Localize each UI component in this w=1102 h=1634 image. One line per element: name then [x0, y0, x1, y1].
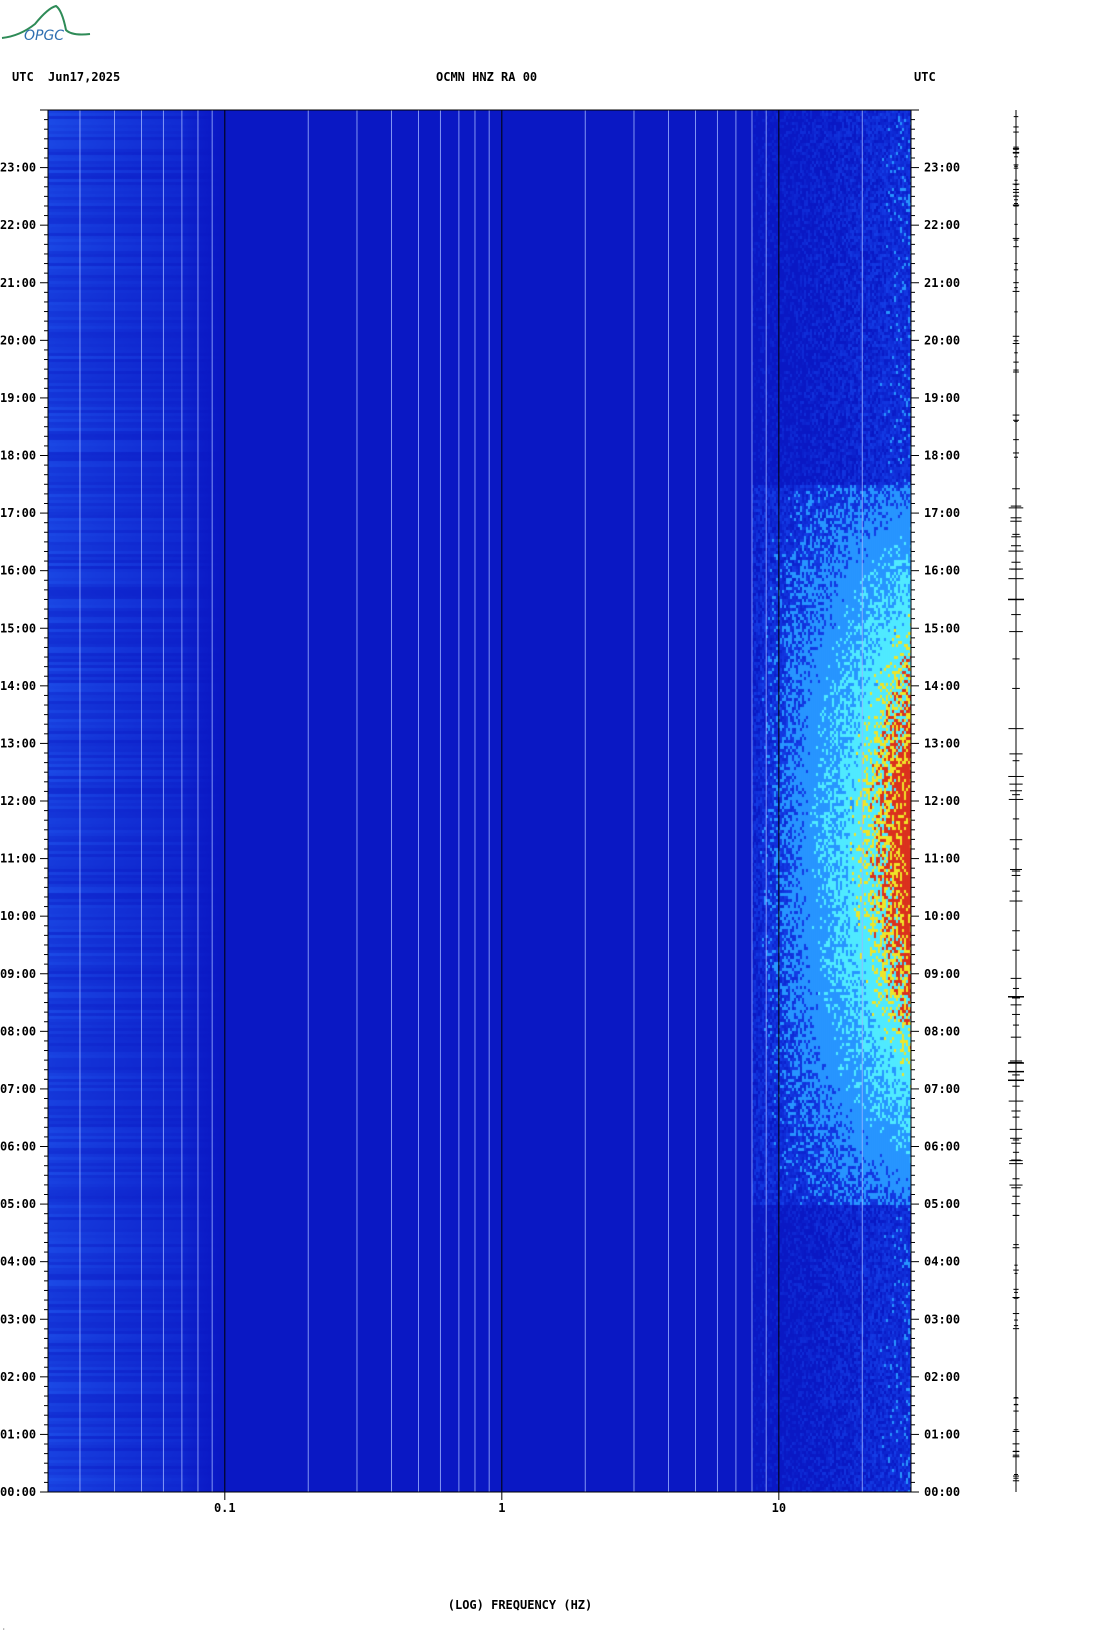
x-axis-title: (LOG) FREQUENCY (HZ)	[447, 1598, 593, 1612]
y-tick-label-right: 17:00	[924, 506, 960, 520]
y-tick-label-left: 16:00	[0, 564, 36, 578]
y-tick-label-right: 14:00	[924, 679, 960, 693]
y-tick-label-left: 14:00	[0, 679, 36, 693]
y-tick-label-left: 06:00	[0, 1140, 36, 1154]
y-tick-label-right: 08:00	[924, 1024, 960, 1038]
y-tick-label-left: 05:00	[0, 1197, 36, 1211]
y-tick-label-left: 09:00	[0, 967, 36, 981]
y-tick-label-right: 04:00	[924, 1255, 960, 1269]
y-tick-label-right: 15:00	[924, 621, 960, 635]
y-tick-label-left: 10:00	[0, 909, 36, 923]
y-tick-label-left: 00:00	[0, 1485, 36, 1499]
y-tick-label-right: 05:00	[924, 1197, 960, 1211]
y-tick-label-right: 13:00	[924, 736, 960, 750]
y-tick-label-right: 01:00	[924, 1427, 960, 1441]
y-tick-label-left: 04:00	[0, 1255, 36, 1269]
y-tick-label-left: 17:00	[0, 506, 36, 520]
spectrogram-heatmap	[48, 110, 911, 1492]
y-tick-label-right: 10:00	[924, 909, 960, 923]
y-tick-label-right: 18:00	[924, 449, 960, 463]
y-tick-label-left: 02:00	[0, 1370, 36, 1384]
y-tick-label-left: 23:00	[0, 161, 36, 175]
y-tick-label-left: 08:00	[0, 1024, 36, 1038]
y-tick-label-left: 19:00	[0, 391, 36, 405]
x-tick-label: 0.1	[214, 1501, 236, 1515]
y-tick-label-left: 03:00	[0, 1312, 36, 1326]
y-tick-label-right: 11:00	[924, 852, 960, 866]
y-tick-label-right: 21:00	[924, 276, 960, 290]
y-tick-label-right: 20:00	[924, 333, 960, 347]
y-tick-label-left: 07:00	[0, 1082, 36, 1096]
y-tick-label-right: 23:00	[924, 161, 960, 175]
x-tick-label: 10	[772, 1501, 786, 1515]
corner-mark: ·	[2, 1626, 6, 1633]
logo-text: OPGC	[24, 28, 64, 44]
y-tick-label-right: 07:00	[924, 1082, 960, 1096]
y-tick-label-right: 00:00	[924, 1485, 960, 1499]
x-tick-label: 1	[498, 1501, 505, 1515]
left-utc-label: UTC	[12, 70, 34, 84]
y-tick-label-left: 11:00	[0, 852, 36, 866]
y-tick-label-left: 22:00	[0, 218, 36, 232]
y-tick-label-left: 20:00	[0, 333, 36, 347]
y-tick-label-left: 01:00	[0, 1427, 36, 1441]
y-tick-label-right: 09:00	[924, 967, 960, 981]
y-tick-label-right: 12:00	[924, 794, 960, 808]
y-tick-label-right: 06:00	[924, 1140, 960, 1154]
y-tick-label-right: 19:00	[924, 391, 960, 405]
date-label: Jun17,2025	[48, 70, 121, 84]
station-label: OCMN HNZ RA 00	[436, 70, 538, 84]
y-tick-label-left: 15:00	[0, 621, 36, 635]
y-tick-label-left: 21:00	[0, 276, 36, 290]
y-tick-label-right: 02:00	[924, 1370, 960, 1384]
y-tick-label-right: 03:00	[924, 1312, 960, 1326]
y-tick-label-left: 12:00	[0, 794, 36, 808]
opgc-logo: OPGC	[1, 4, 91, 44]
y-tick-label-right: 16:00	[924, 564, 960, 578]
y-tick-label-left: 13:00	[0, 736, 36, 750]
y-tick-label-right: 22:00	[924, 218, 960, 232]
right-utc-label: UTC	[914, 70, 936, 84]
y-tick-label-left: 18:00	[0, 449, 36, 463]
